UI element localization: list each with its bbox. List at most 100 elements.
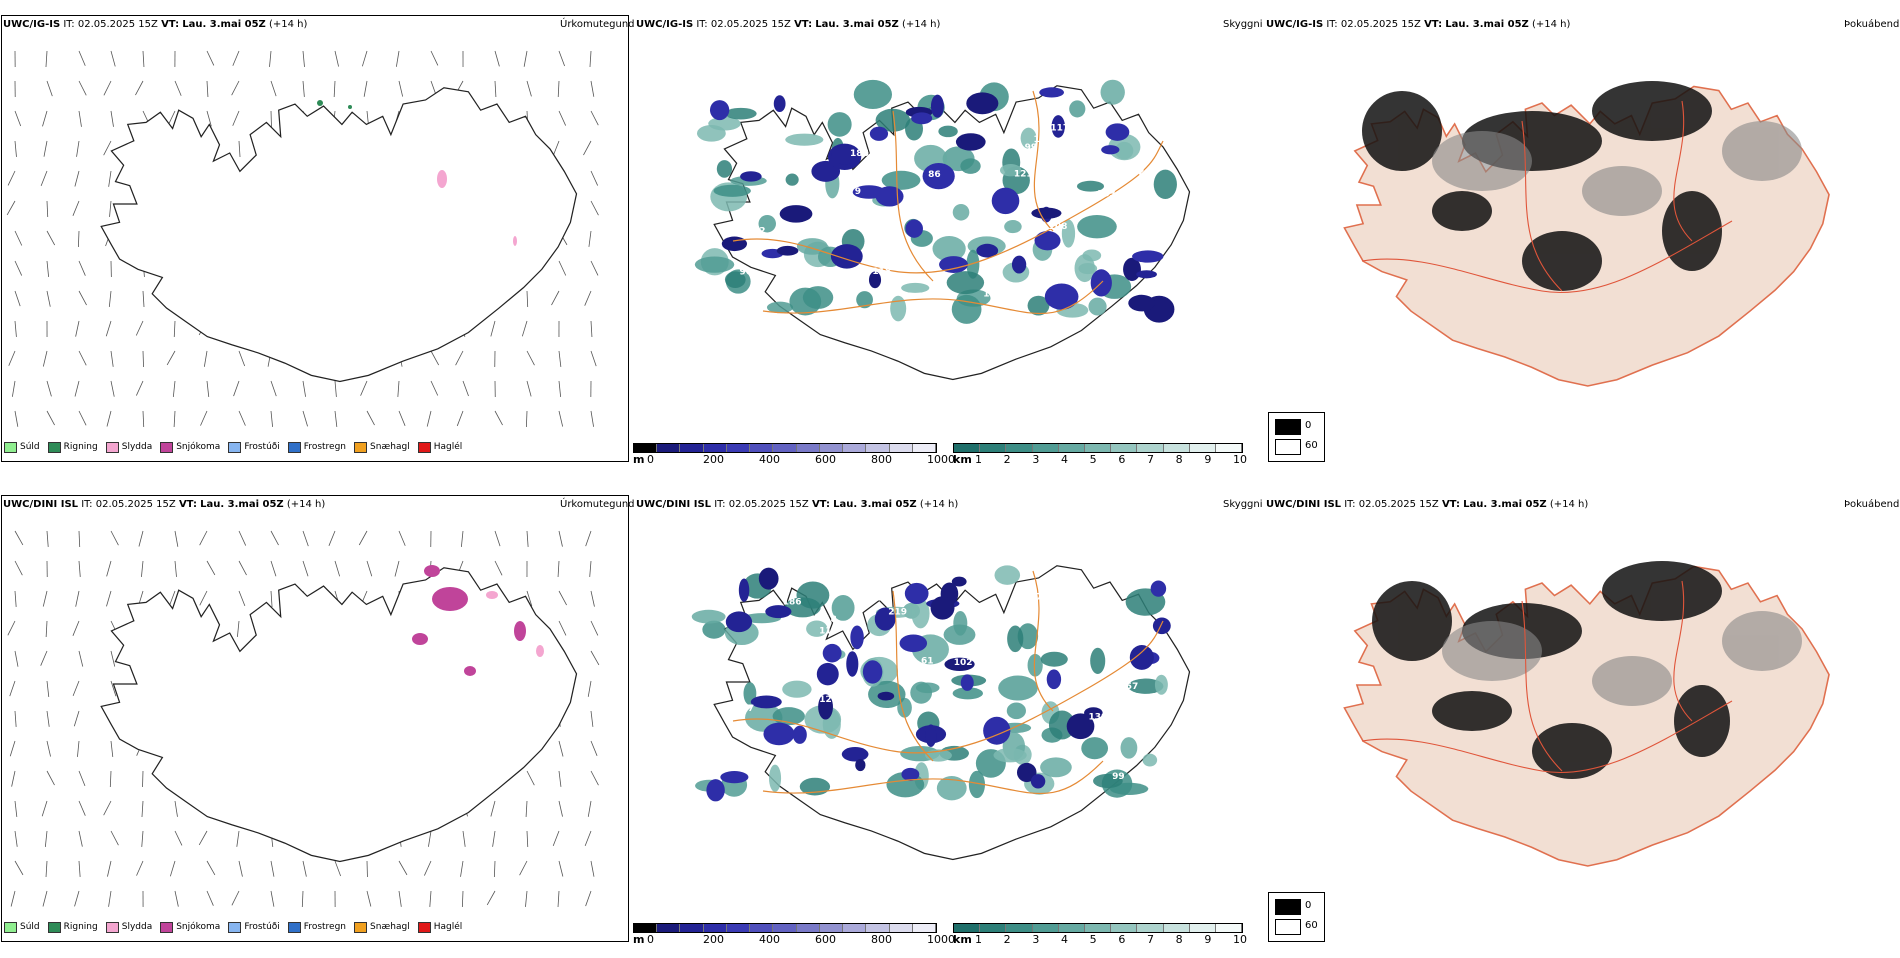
wind-barb bbox=[75, 891, 79, 906]
panel-title: UWC/DINI ISL IT: 02.05.2025 15Z VT: Lau.… bbox=[3, 499, 325, 510]
wind-barb bbox=[303, 51, 304, 67]
wind-barb bbox=[553, 141, 559, 156]
colorbar-unit: m bbox=[633, 933, 644, 946]
cloud-base-cell bbox=[850, 625, 863, 649]
legend-item-haglél: Haglél bbox=[418, 442, 463, 453]
wind-barb bbox=[359, 531, 367, 545]
colorbar-tick: 1000 bbox=[927, 933, 955, 946]
wind-barb bbox=[109, 891, 111, 907]
cloud-cell bbox=[944, 624, 976, 644]
cloud-base-value: 12 bbox=[1033, 135, 1046, 145]
cloud-base-value: 129 bbox=[983, 289, 1002, 299]
wind-barb bbox=[559, 381, 561, 397]
wind-barb bbox=[79, 111, 81, 127]
wind-barb bbox=[271, 411, 273, 427]
colorbar-cell bbox=[1033, 444, 1059, 452]
wind-barb bbox=[15, 531, 23, 545]
wind-barb bbox=[495, 51, 499, 66]
wind-barb bbox=[558, 561, 559, 577]
legend-swatch bbox=[48, 442, 61, 453]
wind-barb bbox=[79, 411, 86, 425]
cloud-base-cell bbox=[710, 100, 729, 120]
cloud-cell bbox=[994, 565, 1020, 584]
wind-barb bbox=[591, 261, 598, 275]
cloud-base-value: 186 bbox=[783, 597, 802, 607]
wind-barb bbox=[559, 261, 566, 275]
cloud-cell bbox=[1155, 675, 1168, 695]
cloud-base-cell bbox=[780, 205, 813, 223]
wind-barb bbox=[591, 201, 598, 215]
wind-barb bbox=[559, 621, 566, 635]
colorbar-tick: 600 bbox=[815, 453, 836, 466]
cloud-base-value: 61 bbox=[921, 657, 934, 667]
cloud-cell bbox=[998, 676, 1038, 701]
colorbar-cell bbox=[913, 924, 936, 932]
cloud-base-cell bbox=[763, 723, 794, 746]
colorbar-tick: 7 bbox=[1147, 933, 1154, 946]
cloud-base-cell bbox=[878, 692, 895, 701]
variable-label: Úrkomutegund bbox=[560, 19, 635, 30]
cloud-cell bbox=[938, 126, 957, 138]
cloud-base-value: 130 bbox=[1088, 713, 1107, 723]
fog-swatch-0 bbox=[1275, 419, 1301, 435]
cloud-base-value: 133 bbox=[1097, 189, 1116, 199]
wind-barb bbox=[233, 51, 239, 66]
colorbar-tick: 6 bbox=[1118, 933, 1125, 946]
cloud-base-value: 108 bbox=[789, 154, 808, 164]
fog-panel-bottom: UWC/DINI ISL IT: 02.05.2025 15Z VT: Lau.… bbox=[1262, 495, 1900, 958]
colorbar-cell bbox=[820, 924, 843, 932]
cloud-base-value: 122 bbox=[865, 593, 884, 603]
colorbar-strip bbox=[633, 923, 937, 933]
legend-label: Slydda bbox=[122, 442, 152, 452]
wind-barb bbox=[239, 531, 246, 546]
legend-item-súld: Súld bbox=[4, 922, 40, 933]
wind-barb bbox=[107, 861, 111, 877]
wind-barb bbox=[559, 861, 563, 877]
wind-barb bbox=[15, 231, 22, 245]
cloud-cell bbox=[1007, 703, 1026, 720]
cloud-cell bbox=[828, 112, 852, 137]
cloud-cell bbox=[782, 681, 811, 698]
wind-barb bbox=[47, 201, 48, 217]
wind-barb bbox=[111, 831, 118, 845]
wind-barb bbox=[463, 381, 469, 396]
wind-barb bbox=[43, 891, 47, 906]
wind-barb bbox=[367, 561, 372, 576]
legend-label: Frostregn bbox=[304, 922, 346, 932]
cloud-cell bbox=[714, 185, 751, 197]
wind-barb bbox=[362, 51, 367, 66]
wind-barb bbox=[42, 111, 47, 126]
wind-barb bbox=[111, 111, 114, 127]
cloud-base-cell bbox=[846, 651, 858, 677]
cloud-cell bbox=[993, 748, 1026, 762]
cloud-base-cell bbox=[1012, 256, 1026, 274]
legend-item-frostregn: Frostregn bbox=[288, 922, 346, 933]
wind-barb bbox=[585, 831, 591, 846]
legend-label: Frostregn bbox=[304, 442, 346, 452]
cloud-base-cell bbox=[759, 568, 779, 590]
cloud-cell bbox=[695, 256, 734, 272]
wind-barb bbox=[491, 321, 495, 336]
wind-barb bbox=[79, 561, 80, 577]
colorbar-cell bbox=[1006, 444, 1032, 452]
wind-barb bbox=[136, 321, 143, 336]
panel-title: UWC/DINI ISL IT: 02.05.2025 15Z VT: Lau.… bbox=[1266, 499, 1588, 510]
colorbar-cell bbox=[913, 444, 936, 452]
legend-swatch bbox=[160, 442, 173, 453]
wind-barb bbox=[271, 561, 276, 576]
precip-type-panel-bottom: UWC/DINI ISL IT: 02.05.2025 15Z VT: Lau.… bbox=[0, 495, 632, 958]
variable-label: Þokuábendi bbox=[1844, 499, 1900, 510]
wind-barb bbox=[111, 531, 118, 545]
colorbar-tick: 10 bbox=[1233, 453, 1247, 466]
wind-barb bbox=[10, 681, 15, 696]
legend-swatch bbox=[228, 922, 241, 933]
wind-barb bbox=[232, 81, 239, 95]
colorbar-cell bbox=[890, 924, 913, 932]
cloud-cell bbox=[854, 80, 892, 109]
wind-barb bbox=[591, 651, 599, 665]
wind-barb bbox=[589, 231, 591, 247]
colorbar-tick: 0 bbox=[647, 453, 654, 466]
cloud-base-cell bbox=[722, 237, 747, 252]
cloud-cell bbox=[717, 160, 732, 178]
